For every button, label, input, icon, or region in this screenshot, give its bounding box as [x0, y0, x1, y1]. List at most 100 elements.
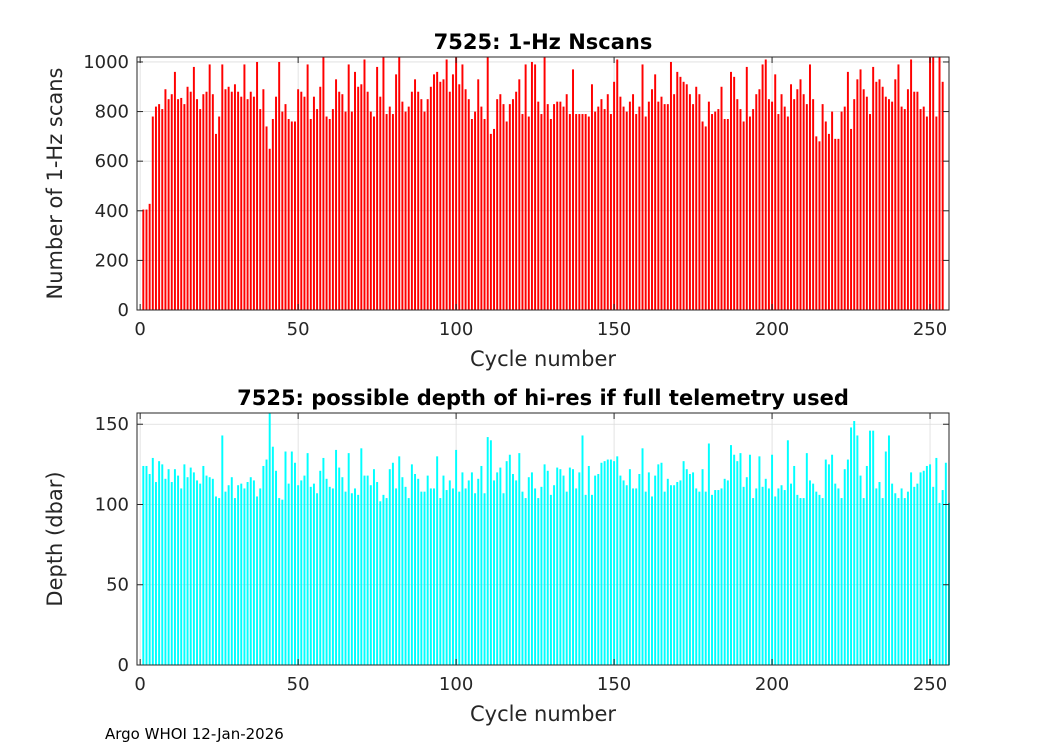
bar: [761, 64, 764, 310]
bar: [218, 116, 221, 310]
bar: [780, 94, 783, 311]
bar: [929, 464, 932, 665]
bar: [439, 81, 442, 310]
bar: [480, 465, 483, 665]
bar: [442, 79, 445, 310]
bar: [679, 76, 682, 310]
chart-title: 7525: possible depth of hi-res if full t…: [237, 386, 849, 410]
bar: [780, 485, 783, 665]
bar: [325, 478, 328, 665]
bar: [496, 99, 499, 311]
bar: [755, 94, 758, 311]
bar: [303, 475, 306, 665]
bar: [382, 494, 385, 665]
bar: [799, 79, 802, 310]
bar: [581, 114, 584, 311]
bar: [698, 94, 701, 311]
bar: [692, 104, 695, 311]
bar: [916, 483, 919, 665]
bar: [812, 99, 815, 311]
bar: [720, 86, 723, 310]
bar: [553, 104, 556, 311]
bar: [461, 64, 464, 310]
bar: [688, 473, 691, 665]
bar: [774, 74, 777, 310]
bar: [941, 81, 944, 310]
bar: [546, 470, 549, 665]
bar: [647, 101, 650, 310]
bar: [906, 491, 909, 665]
bar: [309, 119, 312, 311]
bar: [344, 111, 347, 310]
chart-1: 0 50 100 150 200 250 0 200 400 600 800 1000 7525: 1-…: [43, 30, 950, 371]
bar: [891, 483, 894, 665]
bar: [344, 491, 347, 665]
bar: [821, 498, 824, 665]
bar: [230, 477, 233, 665]
bar: [761, 486, 764, 665]
bar: [676, 71, 679, 310]
bar: [606, 94, 609, 311]
bar: [616, 59, 619, 310]
bar: [802, 498, 805, 665]
bar: [363, 475, 366, 665]
bar: [701, 469, 704, 665]
bar: [275, 96, 277, 310]
bar: [154, 106, 157, 310]
bar: [796, 494, 799, 665]
bar: [651, 496, 653, 665]
bar: [875, 488, 878, 665]
y-tick-label: 800: [95, 102, 129, 123]
bar: [865, 96, 868, 310]
bar: [158, 104, 161, 311]
bar: [319, 470, 322, 665]
y-tick-label: 0: [118, 300, 129, 321]
bar: [549, 119, 552, 311]
bar: [644, 491, 647, 665]
bar: [467, 480, 470, 665]
bar: [357, 86, 360, 310]
bar: [252, 96, 255, 310]
bar: [546, 104, 549, 311]
bar: [619, 475, 622, 665]
bar: [603, 461, 606, 665]
bar: [211, 478, 214, 665]
bar: [461, 472, 464, 665]
y-axis-label: Depth (dbar): [43, 471, 67, 606]
bar: [793, 465, 796, 665]
bar: [869, 430, 871, 665]
axes-box: [136, 412, 950, 666]
y-tick-label: 0: [118, 655, 129, 676]
bar: [290, 121, 293, 310]
bar: [527, 477, 530, 665]
bar: [628, 469, 631, 665]
bar: [827, 464, 830, 665]
bar: [897, 498, 900, 665]
bar: [262, 89, 265, 311]
bar: [748, 454, 751, 665]
bar: [929, 57, 932, 310]
footer-credit: Argo WHOI 12-Jan-2026: [105, 725, 284, 743]
bar: [613, 461, 616, 665]
bar: [347, 64, 350, 310]
bar: [215, 496, 217, 665]
bar: [559, 101, 562, 310]
bar: [376, 66, 379, 310]
y-tick-label: 200: [95, 250, 129, 271]
bar: [379, 501, 382, 665]
bar: [587, 465, 590, 665]
bar: [325, 116, 328, 310]
bar: [711, 494, 714, 665]
bar: [556, 101, 559, 310]
bar: [556, 467, 559, 665]
bar: [884, 451, 887, 665]
bar: [682, 81, 685, 310]
bar: [300, 91, 303, 310]
bar: [562, 106, 565, 310]
bar: [167, 99, 170, 311]
bar: [328, 119, 331, 311]
bar: [913, 486, 916, 665]
bar: [600, 462, 603, 665]
bar: [543, 464, 546, 665]
bar: [379, 96, 382, 310]
